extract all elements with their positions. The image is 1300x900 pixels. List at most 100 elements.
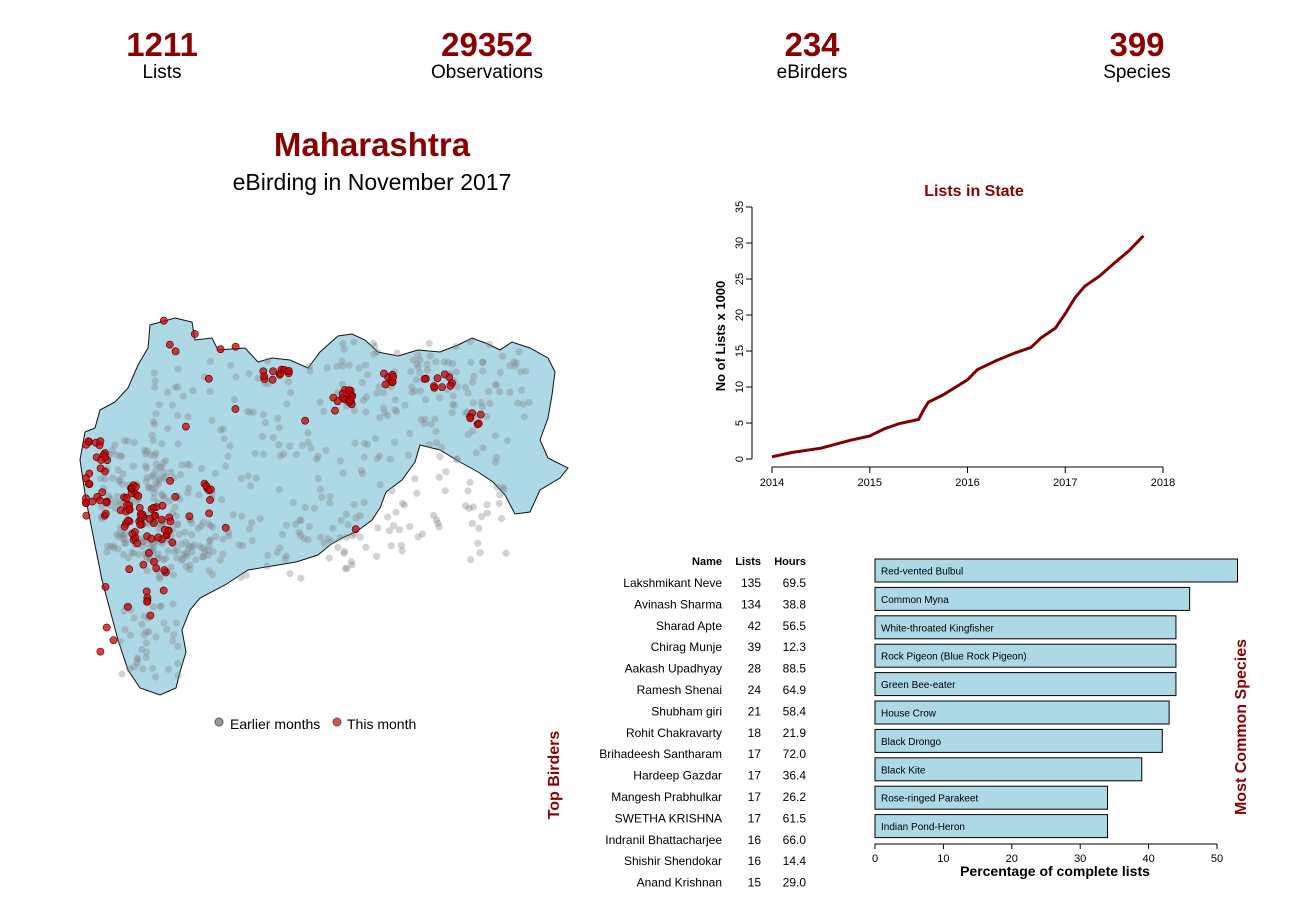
earlier-observation-dot [376, 413, 384, 422]
line-chart-title: Lists in State [924, 183, 1024, 200]
earlier-observation-dot [411, 475, 419, 483]
earlier-observation-dot [254, 374, 262, 382]
earlier-observation-dot [426, 352, 434, 360]
earlier-observation-dot [479, 444, 487, 452]
map-legend: Earlier months This month [214, 716, 416, 732]
earlier-observation-dot [276, 452, 285, 460]
earlier-observation-dot [111, 441, 119, 449]
earlier-observation-dot [145, 484, 153, 492]
earlier-observation-dot [431, 415, 439, 423]
earlier-observation-dot [174, 411, 182, 420]
earlier-observation-dot [388, 487, 396, 495]
earlier-observation-dot [130, 614, 138, 622]
earlier-observation-dot [376, 481, 384, 489]
y-tick-label: 35 [734, 201, 746, 213]
this-month-observation-dot [166, 517, 175, 526]
earlier-observation-dot [206, 536, 214, 544]
earlier-observation-dot [339, 362, 347, 370]
earlier-observation-dot [432, 358, 440, 366]
earlier-observation-dot [461, 502, 470, 510]
earlier-observation-dot [199, 518, 207, 527]
earlier-observation-dot [515, 348, 523, 356]
table-cell: 36.4 [783, 769, 807, 783]
this-month-observation-dot [205, 509, 213, 518]
earlier-observation-dot [175, 530, 183, 539]
table-cell: 17 [748, 769, 762, 783]
legend-this-swatch [332, 717, 342, 727]
earlier-observation-dot [264, 551, 272, 559]
earlier-observation-dot [338, 357, 346, 365]
this-month-observation-dot [122, 494, 131, 502]
table-cell: Ramesh Shenai [637, 683, 722, 697]
earlier-observation-dot [169, 637, 177, 645]
earlier-observation-dot [246, 408, 254, 416]
table-cell: 72.0 [783, 747, 807, 761]
earlier-observation-dot [356, 512, 364, 520]
this-month-observation-dot [159, 586, 168, 595]
table-cell: 69.5 [783, 576, 807, 590]
this-month-observation-dot [268, 375, 277, 384]
table-cell: Hardeep Gazdar [633, 769, 722, 783]
earlier-observation-dot [499, 483, 507, 491]
earlier-observation-dot [174, 520, 182, 528]
earlier-observation-dot [393, 349, 401, 357]
table-cell: 134 [741, 597, 761, 611]
earlier-observation-dot [201, 547, 209, 556]
earlier-observation-dot [205, 567, 213, 575]
earlier-observation-dot [478, 513, 486, 521]
earlier-observation-dot [162, 554, 170, 562]
x-tick-label: 40 [1142, 853, 1154, 865]
earlier-observation-dot [230, 395, 239, 403]
earlier-observation-dot [122, 539, 130, 547]
species-bar: Rock Pigeon (Blue Rock Pigeon) [874, 643, 1177, 668]
earlier-observation-dot [211, 469, 219, 477]
earlier-observation-dot [345, 361, 353, 369]
earlier-observation-dot [413, 376, 421, 384]
earlier-observation-dot [492, 381, 500, 389]
stat-ebirders: 234 eBirders [702, 28, 922, 84]
earlier-observation-dot [155, 401, 163, 409]
table-row: Avinash Sharma 134 38.8 [634, 597, 806, 611]
stat-value: 234 [784, 26, 840, 63]
earlier-observation-dot [185, 484, 193, 492]
earlier-observation-dot [425, 441, 433, 449]
table-cell: Mangesh Prabhulkar [611, 790, 722, 804]
earlier-observation-dot [483, 501, 491, 509]
earlier-observation-dot [406, 429, 414, 438]
this-month-observation-dot [168, 538, 177, 547]
earlier-observation-dot [263, 357, 271, 365]
x-tick-label: 2017 [1053, 477, 1077, 489]
earlier-observation-dot [184, 489, 192, 497]
earlier-observation-dot [411, 387, 419, 395]
earlier-observation-dot [307, 444, 315, 452]
earlier-observation-dot [110, 544, 118, 552]
bar-rect [874, 785, 1109, 810]
bar-label: Common Myna [881, 595, 949, 606]
earlier-observation-dot [140, 631, 148, 639]
earlier-observation-dot [152, 478, 160, 487]
earlier-observation-dot [525, 398, 533, 407]
earlier-observation-dot [178, 461, 186, 469]
earlier-observation-dot [503, 437, 511, 445]
earlier-observation-dot [128, 548, 136, 557]
earlier-observation-dot [392, 408, 401, 416]
earlier-observation-dot [371, 342, 379, 350]
table-row: Chirag Munje 39 12.3 [651, 640, 807, 654]
earlier-observation-dot [115, 533, 123, 541]
earlier-observation-dot [101, 475, 109, 483]
this-month-observation-dot [145, 515, 154, 523]
this-month-observation-dot [160, 525, 169, 534]
earlier-observation-dot [323, 364, 331, 372]
earlier-observation-dot [130, 663, 138, 671]
earlier-observation-dot [126, 665, 134, 673]
earlier-observation-dot [118, 480, 126, 488]
earlier-observation-dot [147, 451, 155, 459]
earlier-observation-dot [348, 561, 356, 569]
earlier-observation-dot [422, 396, 430, 404]
earlier-observation-dot [495, 499, 503, 508]
earlier-observation-dot [245, 525, 253, 533]
earlier-observation-dot [452, 455, 461, 464]
table-cell: 58.4 [783, 704, 807, 718]
bar-rect [874, 558, 1239, 583]
earlier-observation-dot [152, 633, 160, 641]
